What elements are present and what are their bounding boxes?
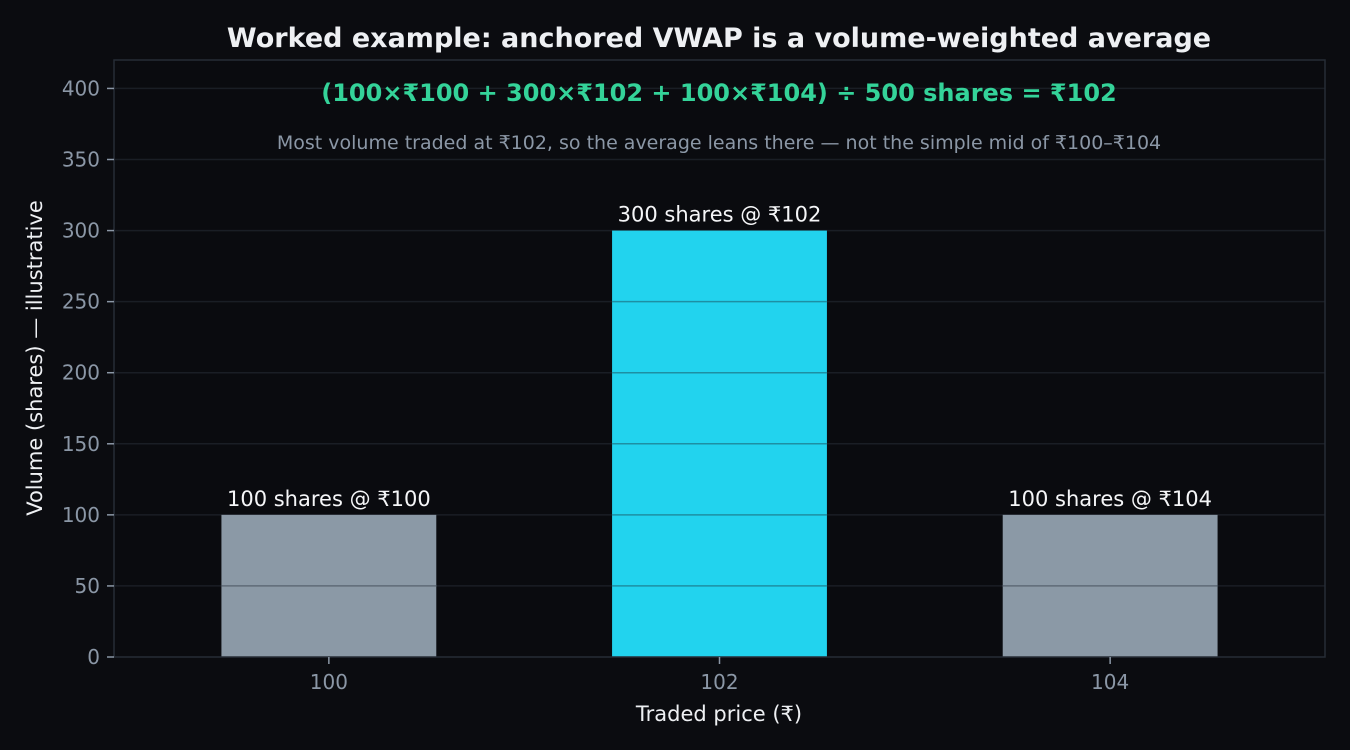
x-tick-label: 100: [310, 670, 348, 694]
chart-subtitle: Most volume traded at ₹102, so the avera…: [277, 132, 1161, 154]
y-axis-label: Volume (shares) — illustrative: [23, 200, 47, 516]
x-axis-ticks: 100 102 104: [310, 657, 1129, 694]
x-axis-label: Traded price (₹): [635, 702, 802, 726]
vwap-formula: (100×₹100 + 300×₹102 + 100×₹104) ÷ 500 s…: [321, 79, 1116, 107]
y-tick-label: 150: [62, 432, 100, 456]
y-tick-label: 400: [62, 76, 100, 100]
y-axis-ticks: 0 50 100 150 200 250 300 350 400: [62, 76, 114, 669]
bar-label: 300 shares @ ₹102: [618, 203, 822, 227]
x-tick-label: 104: [1091, 670, 1129, 694]
y-tick-label: 0: [87, 645, 100, 669]
y-tick-label: 250: [62, 290, 100, 314]
y-tick-label: 50: [75, 574, 100, 598]
bar-gridline-overlays: [221, 300, 1218, 587]
x-tick-label: 102: [700, 670, 738, 694]
y-tick-label: 200: [62, 361, 100, 385]
bar-labels: 100 shares @ ₹100 300 shares @ ₹102 100 sh…: [227, 203, 1212, 511]
bar-label: 100 shares @ ₹104: [1008, 487, 1212, 511]
y-tick-label: 100: [62, 503, 100, 527]
y-tick-label: 350: [62, 148, 100, 172]
bar-label: 100 shares @ ₹100: [227, 487, 431, 511]
chart-title: Worked example: anchored VWAP is a volum…: [227, 23, 1211, 54]
y-tick-label: 300: [62, 219, 100, 243]
